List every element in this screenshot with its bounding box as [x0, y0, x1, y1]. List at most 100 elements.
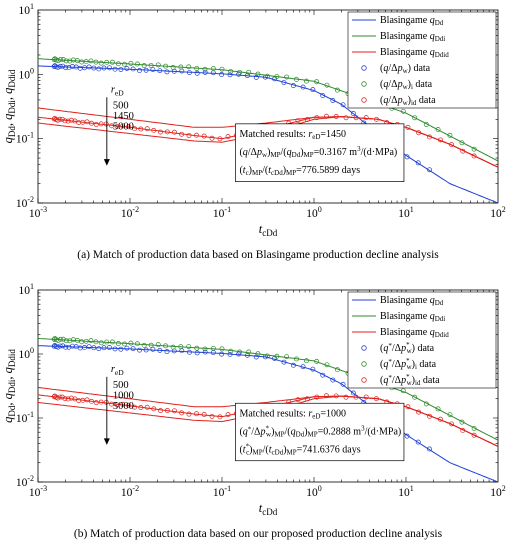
data-marker	[158, 408, 163, 414]
reD-arrowhead	[103, 159, 110, 166]
legend-marker-swatch	[361, 97, 367, 103]
data-marker	[202, 346, 208, 352]
data-marker	[219, 72, 225, 77]
data-marker	[264, 353, 270, 359]
data-marker	[60, 57, 66, 62]
data-marker	[109, 339, 115, 345]
data-marker	[435, 406, 441, 412]
data-marker	[137, 347, 142, 353]
data-marker	[415, 439, 421, 445]
annotation-line1: Matched results: reD=1000	[239, 408, 346, 420]
data-marker	[304, 358, 309, 364]
data-marker	[118, 346, 124, 352]
data-marker	[128, 60, 134, 66]
reD-value: 500	[113, 100, 129, 111]
data-marker	[170, 65, 176, 70]
data-marker	[284, 74, 290, 80]
x-tick-label: 100	[306, 484, 322, 499]
caption: (b) Match of production data based on ou…	[74, 528, 443, 540]
data-marker	[88, 58, 94, 64]
y-tick-label: 10-1	[16, 131, 34, 146]
data-marker	[132, 404, 138, 410]
data-marker	[144, 404, 150, 410]
y-tick-label: 101	[19, 282, 35, 297]
data-marker	[171, 129, 177, 135]
data-points-ddid	[51, 393, 477, 438]
data-marker	[141, 63, 147, 69]
y-tick-label: 100	[19, 346, 35, 361]
data-marker	[109, 59, 115, 65]
annotation-line2: (q*/Δp* w)MP/(qDd)MP=0.2888 m3/(d·MPa)	[239, 424, 401, 438]
data-marker	[150, 346, 156, 352]
annotation-line3: (tc)MP/(tcDd)MP=776.5899 days	[239, 165, 360, 177]
legend-label: (q*/Δp* w) data	[380, 341, 435, 355]
series-line-0	[37, 65, 499, 204]
x-axis-label: tcDd	[259, 501, 278, 517]
data-marker	[340, 381, 346, 387]
data-marker	[202, 66, 208, 72]
y-tick-label: 101	[19, 2, 35, 17]
data-marker	[171, 408, 177, 414]
legend-marker-swatch	[361, 361, 367, 367]
x-tick-label: 10-3	[29, 205, 47, 220]
data-marker	[194, 350, 200, 356]
data-marker	[88, 338, 94, 344]
data-marker	[86, 344, 92, 350]
data-marker	[350, 390, 356, 396]
data-marker	[459, 419, 465, 425]
legend-label: (q/Δpw) data	[380, 63, 431, 75]
x-tick-label: 101	[398, 205, 414, 220]
x-tick-label: 10-1	[213, 484, 231, 499]
data-marker	[144, 126, 150, 132]
annotation-line2: (q/Δpw)MP/(qDd)MP=0.3167 m3/(d·MPa)	[239, 145, 397, 159]
annotation-line3: (t* c)MP/(tcDd)MP=741.6376 days	[239, 442, 360, 456]
data-marker	[330, 98, 336, 103]
data-marker	[284, 354, 290, 360]
data-marker	[412, 394, 418, 400]
x-tick-label: 101	[398, 484, 414, 499]
reD-value: 1450	[113, 111, 134, 122]
y-tick-label: 10-2	[16, 195, 34, 210]
legend-box	[347, 291, 497, 389]
data-marker	[264, 73, 270, 79]
data-marker	[93, 400, 99, 406]
data-marker	[350, 111, 356, 116]
data-marker	[106, 345, 112, 350]
reD-label: reD	[111, 364, 124, 377]
data-marker	[330, 377, 336, 383]
data-marker	[343, 394, 349, 400]
series-line-1	[37, 58, 499, 162]
x-tick-label: 102	[490, 484, 506, 499]
data-marker	[246, 349, 252, 355]
data-marker	[155, 342, 161, 348]
data-marker	[471, 432, 477, 438]
x-tick-label: 10-1	[213, 205, 231, 220]
data-marker	[132, 126, 138, 132]
data-marker	[93, 122, 99, 127]
data-marker	[449, 142, 455, 148]
data-marker	[122, 61, 127, 67]
data-marker	[84, 397, 90, 403]
legend-label: (q/Δpw)id data	[380, 95, 436, 107]
data-marker	[471, 153, 477, 159]
x-tick-label: 102	[490, 205, 506, 220]
legend-label: (q/Δpw)i data	[380, 79, 433, 91]
annotation-line1: Matched results: reD=1450	[239, 129, 346, 141]
data-marker	[340, 102, 346, 108]
data-marker	[164, 69, 170, 75]
data-marker	[84, 119, 90, 125]
data-marker	[124, 66, 130, 71]
data-marker	[79, 339, 85, 345]
legend-label: Blasingame qDdid	[380, 47, 449, 59]
data-marker	[155, 62, 161, 68]
legend-marker-swatch	[361, 345, 367, 351]
data-marker	[60, 336, 66, 342]
data-marker	[106, 65, 112, 71]
y-axis-label: qDd, qDdi, qDdid	[1, 349, 17, 423]
legend-label: Blasingame qDdi	[380, 31, 445, 43]
data-marker	[412, 115, 418, 121]
x-axis-label: tcDd	[259, 222, 278, 238]
data-marker	[124, 345, 130, 351]
legend-label: Blasingame qDd	[380, 295, 444, 307]
